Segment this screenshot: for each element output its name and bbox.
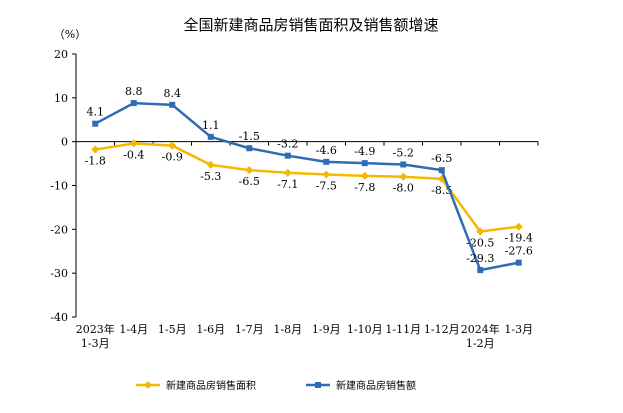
data-label: -20.5 bbox=[466, 237, 494, 250]
data-label: -29.3 bbox=[466, 252, 494, 265]
x-tick-label: 1-8月 bbox=[273, 323, 302, 336]
x-tick-label: 2023年 1-3月 bbox=[76, 322, 115, 350]
data-point bbox=[360, 171, 369, 180]
legend-item: 新建商品房销售额 bbox=[306, 379, 416, 392]
data-point bbox=[438, 167, 445, 174]
data-label: -7.8 bbox=[354, 181, 375, 194]
series-line bbox=[95, 142, 519, 233]
data-point bbox=[323, 158, 330, 165]
data-label: -1.8 bbox=[85, 155, 106, 168]
data-label: -6.5 bbox=[431, 152, 452, 165]
data-point bbox=[283, 168, 292, 177]
data-label: -7.5 bbox=[316, 180, 337, 193]
y-tick-label: 20 bbox=[54, 48, 68, 61]
y-tick-label: 10 bbox=[54, 92, 68, 105]
y-tick-label: -40 bbox=[50, 311, 68, 324]
data-label: 4.1 bbox=[87, 106, 105, 119]
x-tick-label: 1-7月 bbox=[235, 323, 264, 336]
x-tick-label: 1-11月 bbox=[385, 323, 421, 336]
series-layer: -1.8 -0.4 -0.9-5.3 -6.5 -7.1 -7.5 -7.8 -8.0 -8.5… bbox=[85, 85, 533, 274]
data-label: -0.9 bbox=[162, 151, 183, 164]
x-tick-label: 1-3月 bbox=[504, 323, 533, 336]
data-point bbox=[130, 100, 137, 107]
data-label: -4.6 bbox=[316, 144, 337, 157]
data-label: -7.1 bbox=[277, 178, 298, 191]
series-line bbox=[94, 101, 519, 272]
legend-label: 新建商品房销售面积 bbox=[166, 379, 256, 392]
data-label: -4.9 bbox=[354, 145, 375, 158]
data-point bbox=[92, 120, 99, 127]
data-label: -0.4 bbox=[123, 148, 144, 161]
legend-marker bbox=[315, 382, 321, 388]
data-point bbox=[169, 101, 176, 108]
series-2: 4.1 8.8 8.4 1.1 -1.5 -3.2 -4.6 -4.9 -5.2 -6.5 -29.… bbox=[87, 85, 533, 274]
data-label: -3.2 bbox=[277, 138, 298, 151]
x-tick-label: 1-10月 bbox=[347, 323, 383, 336]
data-point bbox=[284, 152, 291, 159]
data-label: -5.2 bbox=[393, 146, 414, 159]
y-tick-label: 0 bbox=[61, 136, 68, 149]
y-tick-label: -30 bbox=[50, 267, 68, 280]
data-label: 8.4 bbox=[164, 87, 182, 100]
data-point bbox=[514, 222, 523, 231]
data-point bbox=[91, 145, 100, 154]
data-point bbox=[399, 172, 408, 181]
data-point bbox=[361, 160, 368, 167]
legend-marker bbox=[144, 381, 152, 389]
y-tick-label: -20 bbox=[50, 223, 68, 236]
data-label: -5.3 bbox=[200, 170, 221, 183]
x-tick-label: 1-5月 bbox=[158, 323, 187, 336]
data-label: -8.0 bbox=[393, 182, 414, 195]
x-tick-label: 1-6月 bbox=[196, 323, 225, 336]
data-label: 8.8 bbox=[125, 85, 143, 98]
data-point bbox=[322, 170, 331, 179]
legend-item: 新建商品房销售面积 bbox=[136, 379, 256, 392]
data-point bbox=[168, 141, 177, 150]
data-label: -27.6 bbox=[505, 245, 533, 258]
x-tick-label: 1-4月 bbox=[119, 323, 148, 336]
data-label: -19.4 bbox=[505, 232, 533, 245]
data-point bbox=[207, 133, 214, 140]
data-point bbox=[206, 160, 215, 169]
x-tick-label: 1-12月 bbox=[424, 323, 460, 336]
data-label: -1.5 bbox=[239, 130, 260, 143]
data-label: 1.1 bbox=[202, 119, 220, 132]
y-tick-label: -10 bbox=[50, 180, 68, 193]
axes: 20 10 0 -10 -20 -30 -40 2023年 1-3月 1-4月 1-5月 1-6月 1-… bbox=[50, 48, 539, 350]
data-point bbox=[245, 166, 254, 175]
data-point bbox=[400, 161, 407, 168]
data-point bbox=[129, 139, 138, 148]
y-axis-unit: （%） bbox=[54, 28, 86, 41]
chart-title: 全国新建商品房销售面积及销售额增速 bbox=[183, 16, 438, 34]
x-tick-label: 1-9月 bbox=[312, 323, 341, 336]
legend: 新建商品房销售面积 新建商品房销售额 bbox=[136, 379, 416, 392]
data-point bbox=[515, 259, 522, 266]
data-point bbox=[477, 267, 484, 274]
data-point bbox=[246, 145, 253, 152]
data-point bbox=[476, 227, 485, 236]
data-label: -6.5 bbox=[239, 175, 260, 188]
legend-label: 新建商品房销售额 bbox=[336, 379, 416, 392]
x-tick-label: 2024年 1-2月 bbox=[461, 322, 500, 350]
